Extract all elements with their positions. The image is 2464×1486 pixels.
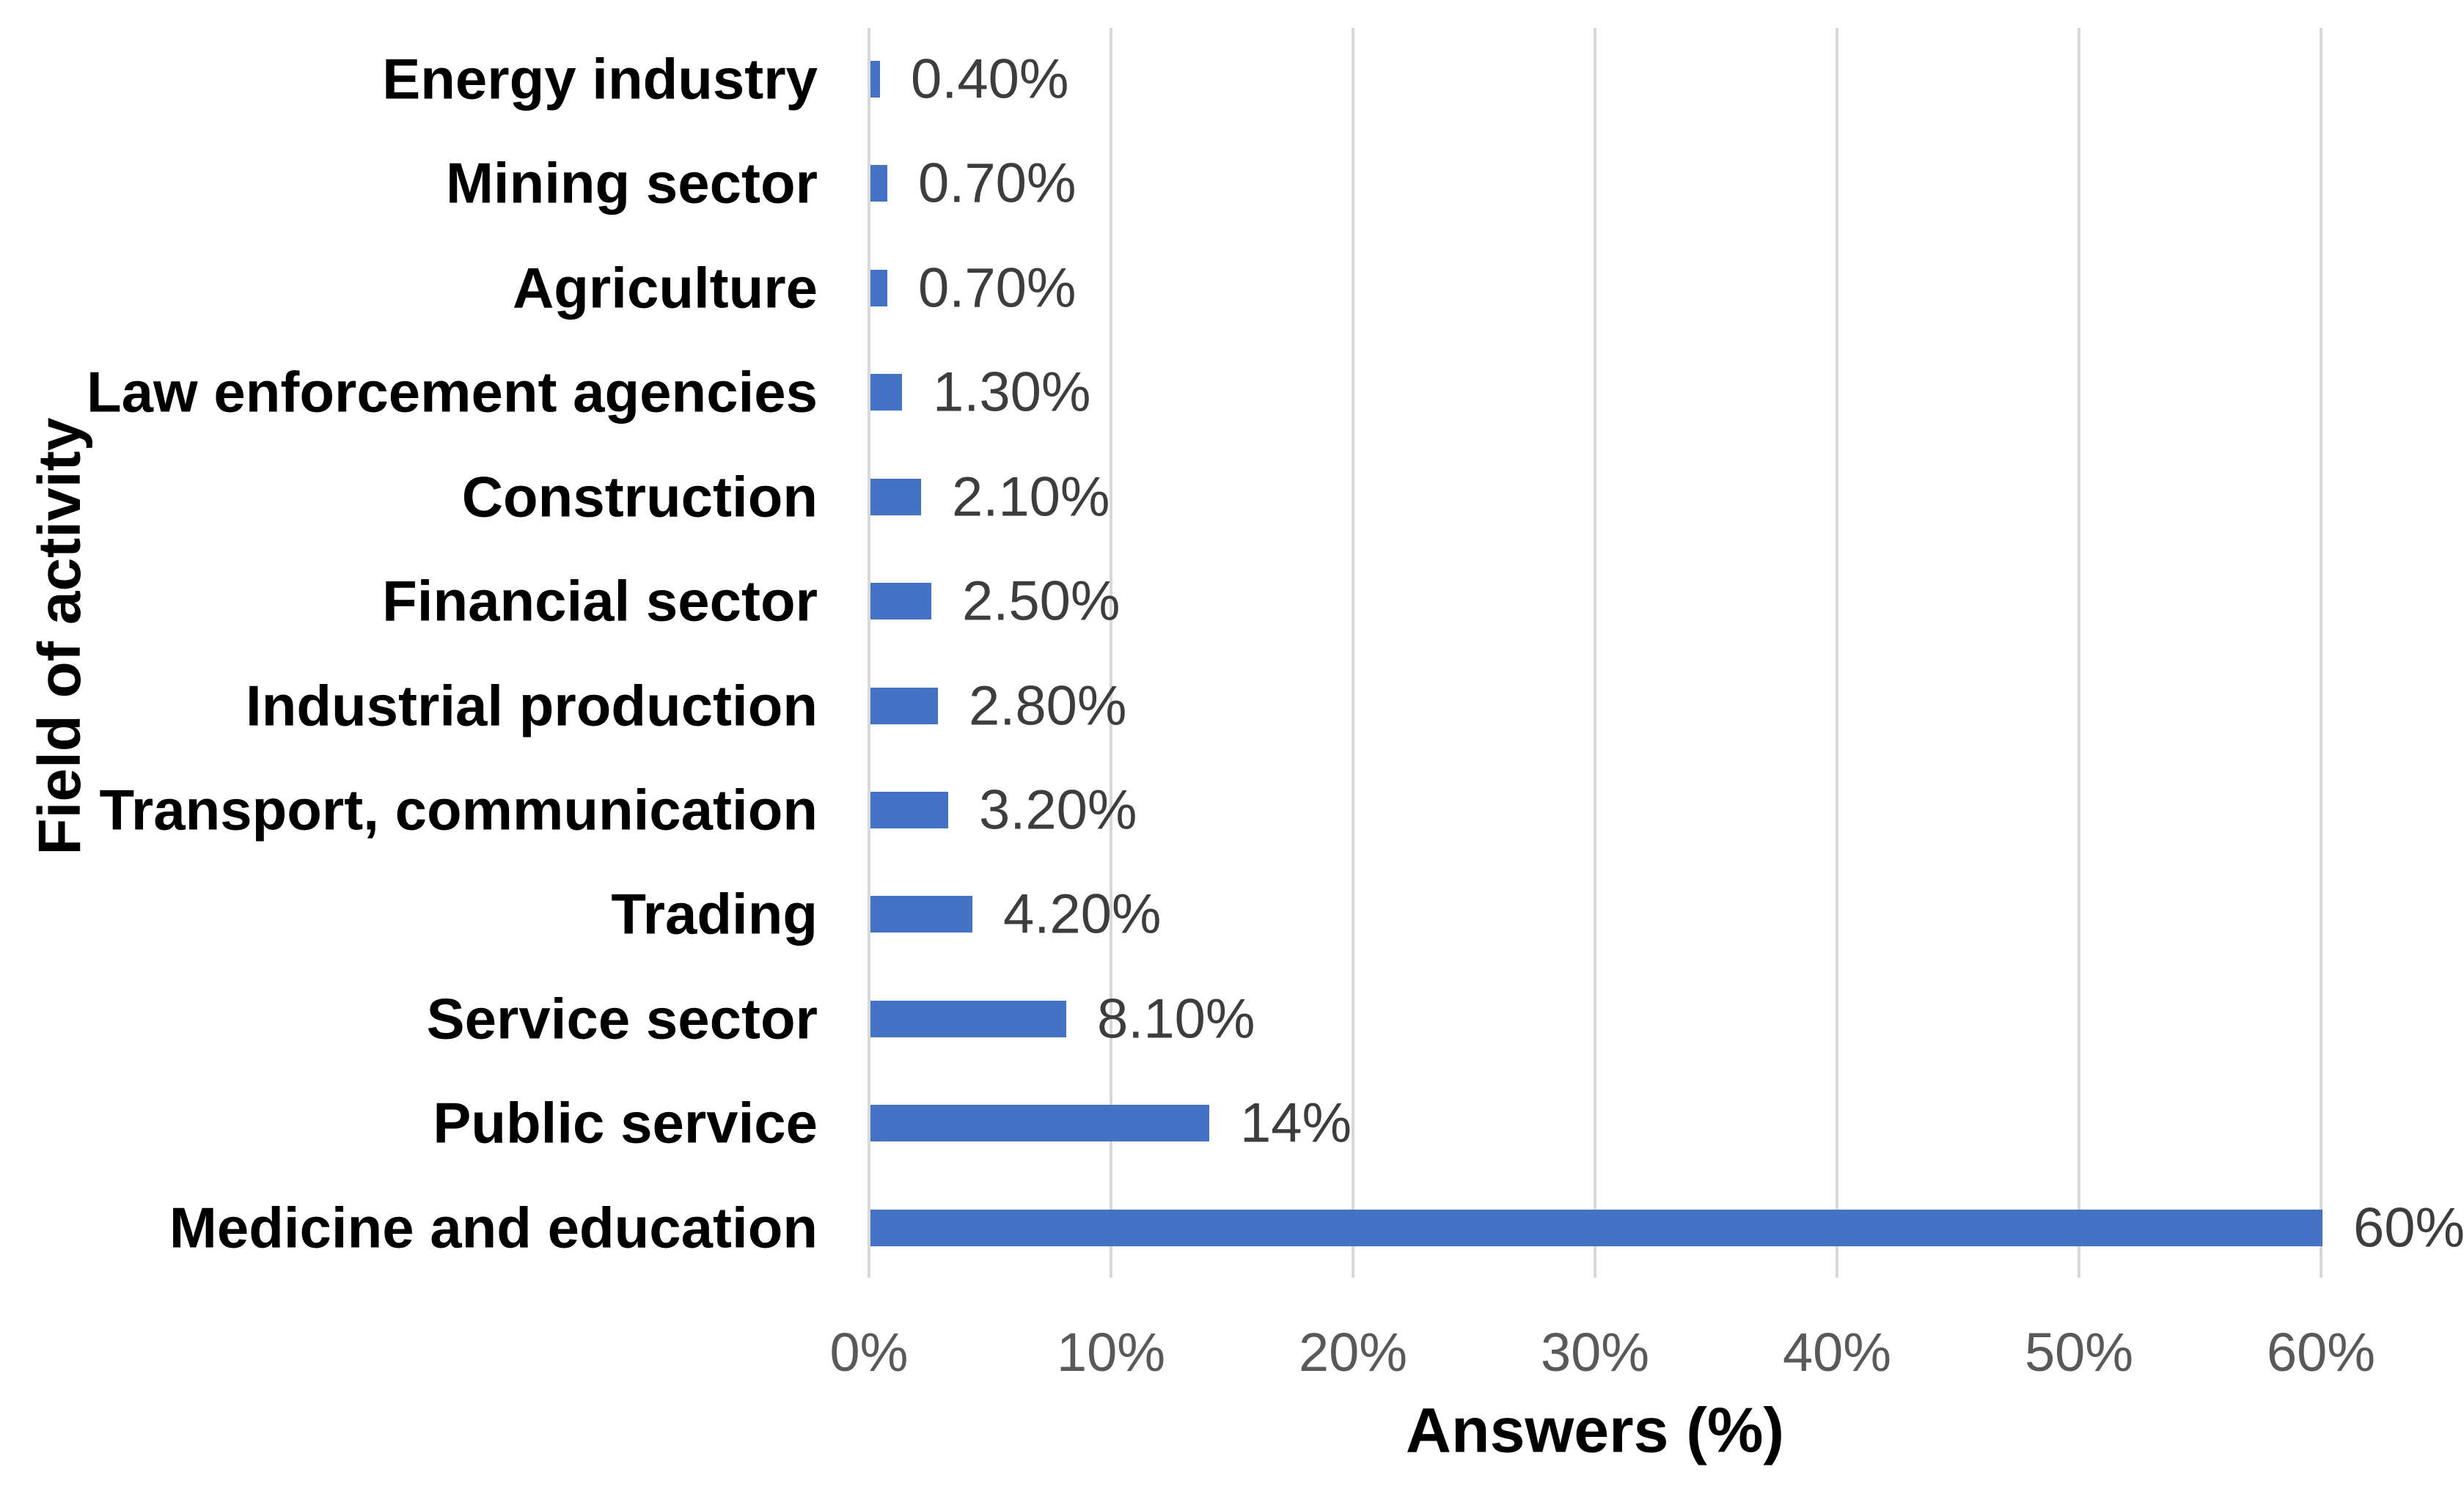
value-label: 1.30% bbox=[933, 361, 1091, 424]
value-label: 0.70% bbox=[918, 257, 1077, 320]
value-label: 3.20% bbox=[979, 779, 1137, 842]
category-label: Service sector bbox=[426, 986, 818, 1051]
value-label: 0.70% bbox=[918, 152, 1077, 215]
gridline-30% bbox=[1594, 28, 1596, 1278]
bar bbox=[870, 1105, 1209, 1142]
x-tick-label-20%: 20% bbox=[1298, 1322, 1408, 1383]
x-tick-label-50%: 50% bbox=[2024, 1322, 2134, 1383]
category-label: Medicine and education bbox=[169, 1195, 818, 1260]
category-label: Construction bbox=[461, 464, 818, 529]
value-label: 2.80% bbox=[969, 674, 1127, 738]
gridline-10% bbox=[1110, 28, 1112, 1278]
bar bbox=[870, 269, 887, 306]
category-label: Public service bbox=[433, 1090, 818, 1155]
category-label: Energy industry bbox=[382, 46, 818, 111]
bar bbox=[870, 583, 931, 620]
bar bbox=[870, 61, 880, 98]
bar bbox=[870, 1000, 1066, 1037]
bar bbox=[870, 374, 902, 411]
value-label: 8.10% bbox=[1097, 987, 1255, 1051]
x-tick-label-30%: 30% bbox=[1540, 1322, 1650, 1383]
category-label: Trading bbox=[611, 881, 818, 946]
category-label: Transport, communication bbox=[99, 777, 818, 842]
bar bbox=[870, 791, 948, 828]
category-label: Financial sector bbox=[382, 568, 818, 633]
category-label: Mining sector bbox=[445, 150, 818, 216]
value-label: 0.40% bbox=[911, 48, 1069, 111]
category-label: Industrial production bbox=[246, 673, 818, 738]
x-tick-label-60%: 60% bbox=[2266, 1322, 2376, 1383]
gridline-40% bbox=[1836, 28, 1838, 1278]
bar bbox=[870, 896, 972, 933]
value-label: 2.10% bbox=[952, 466, 1110, 529]
value-label: 14% bbox=[1240, 1092, 1352, 1155]
x-tick-label-40%: 40% bbox=[1782, 1322, 1892, 1383]
value-label: 60% bbox=[2353, 1196, 2464, 1259]
gridline-0% bbox=[868, 28, 870, 1278]
bar bbox=[870, 478, 921, 515]
x-tick-label-0%: 0% bbox=[829, 1322, 909, 1383]
value-label: 4.20% bbox=[1003, 883, 1162, 946]
bar bbox=[870, 1209, 2322, 1246]
x-tick-label-10%: 10% bbox=[1056, 1322, 1166, 1383]
bar bbox=[870, 165, 887, 202]
value-label: 2.50% bbox=[962, 570, 1121, 633]
gridline-50% bbox=[2078, 28, 2080, 1278]
category-label: Law enforcement agencies bbox=[86, 359, 818, 424]
gridline-20% bbox=[1352, 28, 1354, 1278]
category-label: Agriculture bbox=[512, 255, 818, 320]
gridline-60% bbox=[2320, 28, 2322, 1278]
bar bbox=[870, 687, 938, 724]
x-axis-title: Answers (%) bbox=[1405, 1395, 1785, 1466]
